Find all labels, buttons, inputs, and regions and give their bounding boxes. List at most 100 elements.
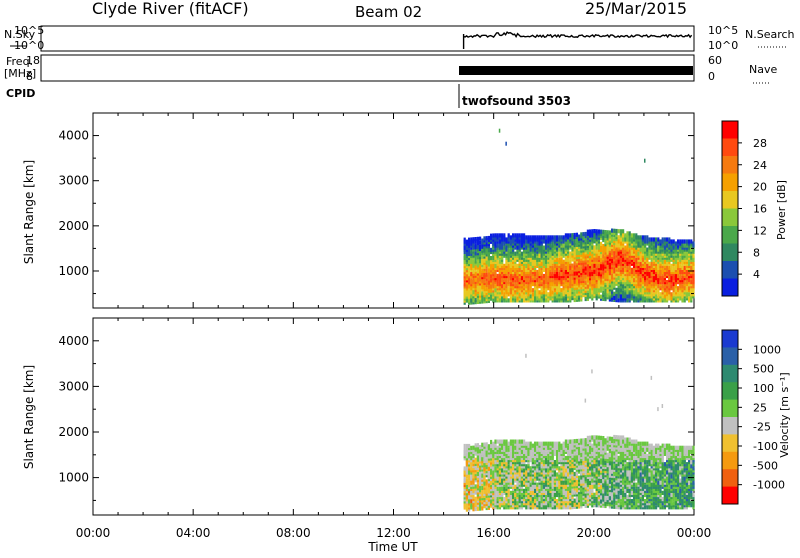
- power-cell: [644, 159, 646, 163]
- velocity-cell: [593, 446, 595, 450]
- power-cell: [646, 268, 648, 272]
- velocity-cell: [510, 452, 512, 456]
- power-cell: [552, 235, 554, 239]
- power-cell: [578, 235, 580, 239]
- power-cell: [653, 246, 655, 250]
- power-cell: [664, 250, 666, 254]
- velocity-cell: [582, 490, 584, 494]
- power-cell: [662, 284, 664, 288]
- power-cell: [503, 233, 505, 237]
- velocity-cell: [558, 458, 560, 462]
- power-cell: [503, 284, 505, 288]
- power-cell: [655, 290, 657, 294]
- velocity-cell: [516, 483, 518, 487]
- power-cell: [574, 241, 576, 245]
- power-cell: [538, 290, 540, 294]
- velocity-cell: [512, 454, 514, 458]
- power-cell: [565, 284, 567, 288]
- power-cell: [554, 274, 556, 278]
- power-cell: [477, 278, 479, 282]
- power-cell: [655, 250, 657, 254]
- power-cell: [602, 244, 604, 248]
- velocity-cell: [477, 443, 479, 447]
- velocity-cell: [600, 479, 602, 483]
- power-cell: [666, 296, 668, 300]
- velocity-cell: [578, 451, 580, 455]
- velocity-cell: [505, 458, 507, 462]
- power-cell: [534, 244, 536, 248]
- power-cell: [598, 229, 600, 233]
- power-cell: [543, 290, 545, 294]
- power-cell: [655, 237, 657, 241]
- power-cell: [554, 254, 556, 258]
- velocity-cell: [567, 446, 569, 450]
- velocity-cell: [510, 470, 512, 474]
- power-cell: [622, 284, 624, 288]
- power-cell: [538, 254, 540, 258]
- power-cell: [475, 259, 477, 263]
- velocity-cell: [481, 494, 483, 498]
- velocity-cell: [503, 501, 505, 505]
- power-cell: [679, 239, 681, 243]
- power-cell: [688, 296, 690, 300]
- power-cell: [655, 276, 657, 280]
- velocity-cell: [598, 436, 600, 440]
- power-cell: [635, 288, 637, 292]
- velocity-cell: [505, 503, 507, 507]
- velocity-cell: [571, 450, 573, 454]
- power-cell: [613, 255, 615, 259]
- nave-tick-high: 60: [708, 54, 722, 67]
- power-cell: [497, 260, 499, 264]
- power-cell: [532, 292, 534, 296]
- power-cell: [543, 280, 545, 284]
- power-cell: [481, 291, 483, 295]
- power-cell: [565, 258, 567, 262]
- power-cell: [651, 262, 653, 266]
- power-cell: [646, 248, 648, 252]
- velocity-cell: [510, 446, 512, 450]
- velocity-cell: [525, 354, 527, 358]
- power-cell: [620, 288, 622, 292]
- power-cell: [688, 262, 690, 266]
- power-cell: [622, 290, 624, 294]
- velocity-cell: [576, 498, 578, 502]
- power-cell: [600, 295, 602, 299]
- velocity-cell: [492, 470, 494, 474]
- power-cell: [686, 286, 688, 290]
- velocity-cell: [560, 491, 562, 495]
- power-cell: [642, 235, 644, 239]
- velocity-cell: [521, 440, 523, 444]
- freq-panel: Freq. [MHz] 18 8 60 0 Nave: [4, 54, 777, 83]
- velocity-cell: [556, 491, 558, 495]
- velocity-cell: [492, 442, 494, 446]
- power-cell: [626, 298, 628, 302]
- power-cell: [538, 272, 540, 276]
- freq-band: [459, 66, 693, 75]
- velocity-cell: [593, 493, 595, 497]
- power-cell: [648, 254, 650, 258]
- velocity-cell: [492, 458, 494, 462]
- velocity-cell: [479, 478, 481, 482]
- velocity-cell: [609, 471, 611, 475]
- nsky-tick-high: 10^5: [14, 24, 44, 37]
- velocity-cell: [558, 442, 560, 446]
- velocity-cell: [468, 481, 470, 485]
- velocity-cell: [499, 487, 501, 491]
- velocity-cell: [499, 470, 501, 474]
- velocity-cell: [536, 501, 538, 505]
- power-cell: [622, 237, 624, 241]
- power-cell: [486, 269, 488, 273]
- power-cell: [541, 276, 543, 280]
- power-cell: [609, 279, 611, 283]
- power-cell: [615, 229, 617, 233]
- velocity-cell: [585, 399, 587, 403]
- power-cell: [494, 233, 496, 237]
- velocity-cell: [607, 436, 609, 440]
- velocity-cell: [534, 460, 536, 464]
- velocity-cell: [464, 444, 466, 448]
- power-cell: [611, 273, 613, 277]
- velocity-cell: [600, 489, 602, 493]
- power-cell: [633, 262, 635, 266]
- velocity-cell: [481, 451, 483, 455]
- power-cell: [514, 282, 516, 286]
